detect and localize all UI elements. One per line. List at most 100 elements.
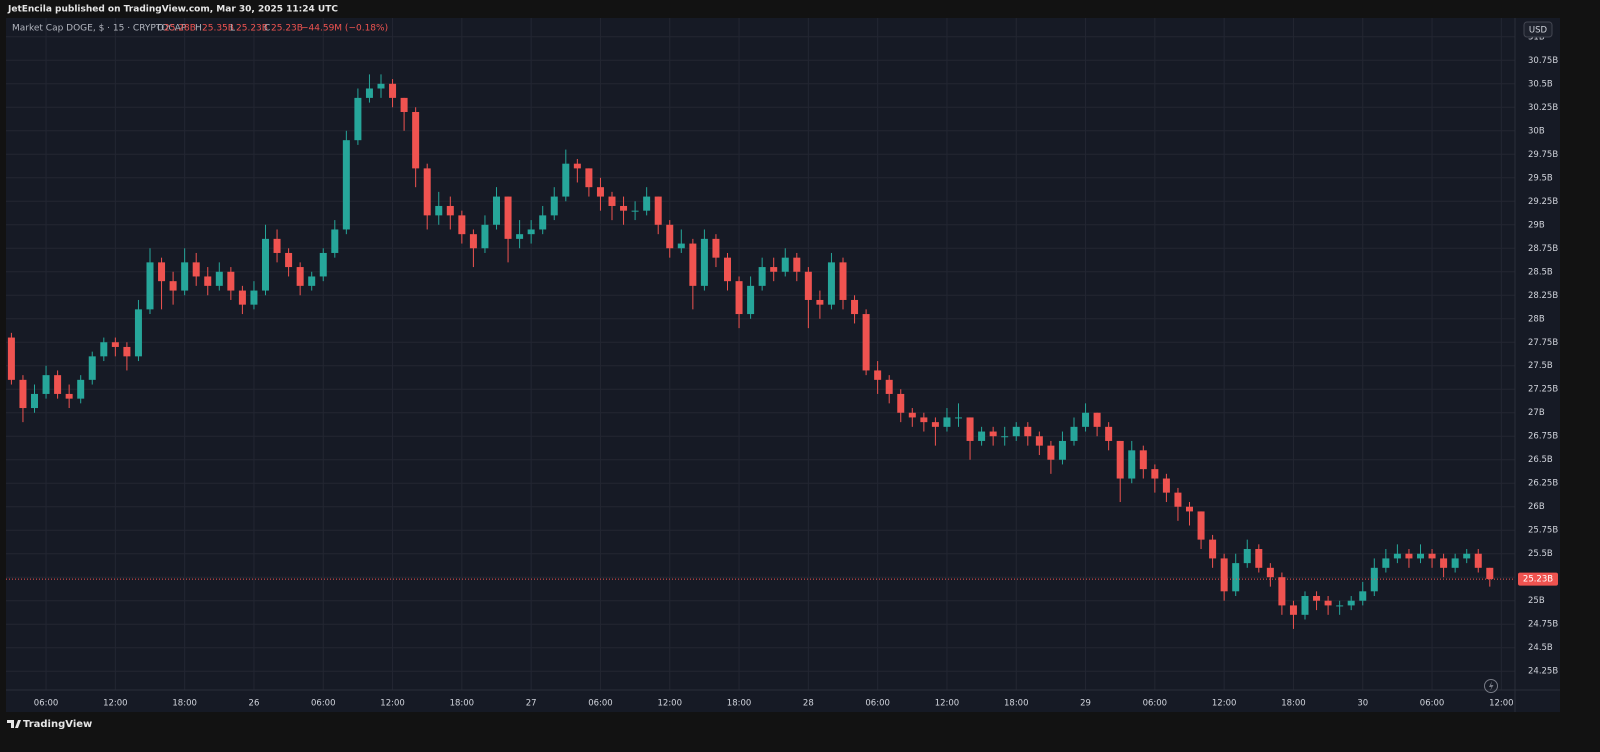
currency[interactable]: USD: [1529, 26, 1548, 36]
x-tick-label: 27: [526, 699, 537, 709]
candle-body: [204, 276, 212, 286]
candle-body: [192, 262, 200, 277]
lightning-circle[interactable]: [1484, 679, 1498, 693]
currency-box[interactable]: [1523, 21, 1553, 38]
candle-body: [955, 417, 962, 419]
y-tick-label: 27.75B: [1528, 338, 1558, 348]
x-tick-label: 28: [803, 699, 814, 709]
candle-body: [1035, 436, 1043, 446]
candle-body: [169, 281, 177, 291]
candle-body: [1047, 445, 1055, 460]
candle-body: [943, 417, 951, 427]
candle-body: [1382, 558, 1390, 568]
y-tick-label: 28.75B: [1528, 244, 1558, 254]
candle-body: [19, 379, 27, 409]
candle-body: [539, 215, 547, 230]
candle-body: [700, 238, 708, 286]
legend-value: 25.23B: [236, 24, 268, 34]
y-tick-label: 25.5B: [1528, 549, 1553, 559]
candle-body: [1058, 440, 1066, 460]
candle-body: [342, 140, 350, 230]
legend: Market Cap DOGE, $ · 15 · CRYPTOCAP O 25…: [12, 24, 388, 34]
y-tick-label: 24.25B: [1528, 667, 1558, 677]
y-tick-label: 28B: [1528, 314, 1545, 324]
legend-letter: C: [264, 24, 270, 34]
candle-body: [1463, 553, 1471, 559]
x-tick-label: 12:00: [658, 699, 683, 709]
candle-body: [1116, 440, 1124, 479]
candle-body: [77, 379, 85, 399]
candle-body: [504, 196, 512, 239]
candle-body: [1336, 605, 1344, 607]
candle-body: [874, 370, 882, 380]
candle-body: [573, 163, 581, 169]
x-tick-label: 18:00: [1281, 699, 1306, 709]
labels: 24.25B24.5B24.75B25B25.25B25.5B25.75B26B…: [34, 32, 1559, 708]
candle-body: [747, 285, 755, 315]
candle-body: [1266, 567, 1274, 578]
candle-body: [238, 290, 246, 305]
y-tick-label: 30.5B: [1528, 79, 1553, 89]
candle-body: [1151, 469, 1159, 479]
legend-letter: O: [157, 24, 164, 34]
publish-header: JetEncila published on TradingView.com, …: [7, 5, 338, 15]
candle-body: [1486, 567, 1494, 580]
last-price-label: 25.23B: [1523, 575, 1553, 585]
candle-body: [111, 342, 119, 347]
candle-body: [1070, 426, 1078, 441]
candle-body: [1128, 450, 1136, 479]
candle-body: [1093, 412, 1101, 427]
x-tick-label: 06:00: [1143, 699, 1168, 709]
candle-body: [285, 252, 293, 268]
y-tick-label: 26.25B: [1528, 479, 1558, 489]
candle-body: [481, 224, 489, 249]
candle-body: [689, 243, 697, 286]
candle-body: [1313, 596, 1321, 601]
y-tick-label: 27.25B: [1528, 385, 1558, 395]
candle-body: [1417, 553, 1424, 559]
candle-body: [1232, 563, 1240, 592]
candle-body: [804, 271, 812, 300]
x-tick-label: 12:00: [935, 699, 960, 709]
candle-body: [319, 252, 327, 277]
candle-body: [458, 215, 466, 235]
legend-value: 25.28B: [164, 24, 196, 34]
lightning-icon[interactable]: [1489, 681, 1494, 691]
x-tick-label: 18:00: [172, 699, 197, 709]
x-tick-label: 06:00: [34, 699, 59, 709]
candle-body: [1474, 553, 1482, 568]
candle-body: [793, 257, 801, 272]
x-tick-label: 12:00: [1212, 699, 1237, 709]
legend-value: 25.35B: [202, 24, 234, 34]
footer-bg: [0, 712, 1600, 752]
candle-body: [331, 229, 339, 253]
y-tick-label: 30.25B: [1528, 103, 1558, 113]
y-tick-label: 29.5B: [1528, 173, 1553, 183]
candle-body: [897, 393, 905, 413]
lightning-button[interactable]: [1484, 679, 1498, 693]
candle-body: [908, 412, 916, 418]
candle-body: [1255, 549, 1263, 568]
candle-body: [1174, 492, 1182, 507]
y-tick-label: 26.75B: [1528, 432, 1558, 442]
candle-body: [781, 257, 789, 272]
candle-body: [596, 187, 604, 197]
candle-body: [770, 267, 778, 272]
candle-body: [354, 97, 362, 141]
candle-body: [608, 196, 616, 206]
candle-body: [1024, 426, 1032, 437]
candle-body: [989, 431, 997, 437]
candle-body: [1220, 558, 1228, 592]
candle-body: [966, 417, 974, 441]
y-tick-label: 29B: [1528, 220, 1545, 230]
candle-body: [654, 196, 662, 225]
candle-body: [1139, 450, 1147, 470]
legend-letter: H: [195, 24, 202, 34]
candle-body: [677, 243, 685, 249]
candle-body: [631, 210, 639, 212]
x-tick-label: 18:00: [1004, 699, 1029, 709]
candle-body: [400, 97, 408, 112]
candle-body: [250, 290, 258, 305]
x-tick-label: 29: [1080, 699, 1091, 709]
candle-body: [1243, 549, 1251, 564]
